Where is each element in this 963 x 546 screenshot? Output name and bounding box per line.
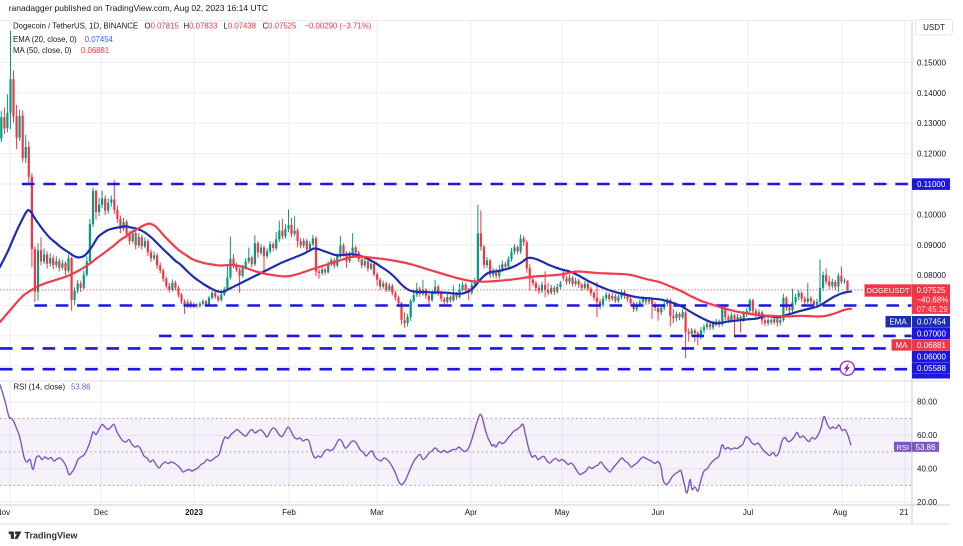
svg-text:0.09000: 0.09000 bbox=[917, 241, 946, 250]
svg-text:Jul: Jul bbox=[743, 508, 753, 517]
svg-text:80.00: 80.00 bbox=[917, 398, 938, 407]
svg-text:C0.07525: C0.07525 bbox=[263, 22, 297, 31]
svg-text:May: May bbox=[554, 508, 569, 517]
svg-text:0.07525: 0.07525 bbox=[917, 286, 946, 295]
svg-text:O0.07815: O0.07815 bbox=[145, 22, 180, 31]
svg-text:53.86: 53.86 bbox=[71, 383, 91, 392]
svg-text:L0.07438: L0.07438 bbox=[224, 22, 257, 31]
svg-text:USDT: USDT bbox=[923, 23, 945, 32]
svg-text:07:45:29: 07:45:29 bbox=[917, 305, 949, 314]
svg-text:0.07000: 0.07000 bbox=[917, 329, 946, 338]
svg-text:0.08000: 0.08000 bbox=[917, 271, 946, 280]
svg-text:53.86: 53.86 bbox=[916, 443, 937, 452]
svg-text:Mar: Mar bbox=[370, 508, 384, 517]
svg-text:RSI: RSI bbox=[896, 443, 909, 452]
svg-text:0.15000: 0.15000 bbox=[917, 59, 946, 68]
svg-text:0.06881: 0.06881 bbox=[917, 341, 946, 350]
svg-text:0.05588: 0.05588 bbox=[917, 364, 946, 373]
svg-text:−40.68%: −40.68% bbox=[917, 296, 949, 305]
svg-text:EMA: EMA bbox=[889, 318, 907, 327]
svg-text:Feb: Feb bbox=[282, 508, 296, 517]
svg-text:Dec: Dec bbox=[94, 508, 108, 517]
svg-text:RSI (14, close): RSI (14, close) bbox=[14, 383, 66, 392]
svg-text:40.00: 40.00 bbox=[917, 465, 938, 474]
svg-text:ranadagger published on Tradin: ranadagger published on TradingView.com,… bbox=[9, 3, 268, 13]
svg-text:0.07454: 0.07454 bbox=[917, 318, 946, 327]
svg-text:0.10000: 0.10000 bbox=[917, 210, 946, 219]
svg-text:TradingView: TradingView bbox=[25, 531, 79, 541]
svg-text:21: 21 bbox=[900, 508, 909, 517]
svg-text:Aug: Aug bbox=[833, 508, 847, 517]
svg-text:DOGEUSDT: DOGEUSDT bbox=[866, 286, 909, 295]
svg-text:H0.07833: H0.07833 bbox=[184, 22, 218, 31]
svg-text:0.14000: 0.14000 bbox=[917, 89, 946, 98]
svg-text:0.06000: 0.06000 bbox=[917, 353, 946, 362]
svg-text:0.06881: 0.06881 bbox=[81, 46, 109, 55]
svg-text:EMA (20, close, 0): EMA (20, close, 0) bbox=[13, 35, 77, 44]
svg-text:60.00: 60.00 bbox=[917, 431, 938, 440]
svg-text:Jun: Jun bbox=[652, 508, 665, 517]
svg-text:0.13000: 0.13000 bbox=[917, 119, 946, 128]
svg-text:Apr: Apr bbox=[465, 508, 478, 517]
svg-text:MA: MA bbox=[896, 341, 909, 350]
svg-text:Dogecoin / TetherUS, 1D, BINAN: Dogecoin / TetherUS, 1D, BINANCE bbox=[13, 22, 138, 31]
svg-text:MA (50, close, 0): MA (50, close, 0) bbox=[13, 46, 72, 55]
svg-text:0.12000: 0.12000 bbox=[917, 150, 946, 159]
svg-text:Nov: Nov bbox=[0, 508, 10, 517]
svg-text:2023: 2023 bbox=[185, 508, 203, 517]
svg-text:−0.00290 (−3.71%): −0.00290 (−3.71%) bbox=[305, 22, 372, 31]
svg-text:0.07454: 0.07454 bbox=[85, 35, 114, 44]
svg-text:0.11000: 0.11000 bbox=[917, 180, 946, 189]
svg-text:20.00: 20.00 bbox=[917, 498, 938, 507]
